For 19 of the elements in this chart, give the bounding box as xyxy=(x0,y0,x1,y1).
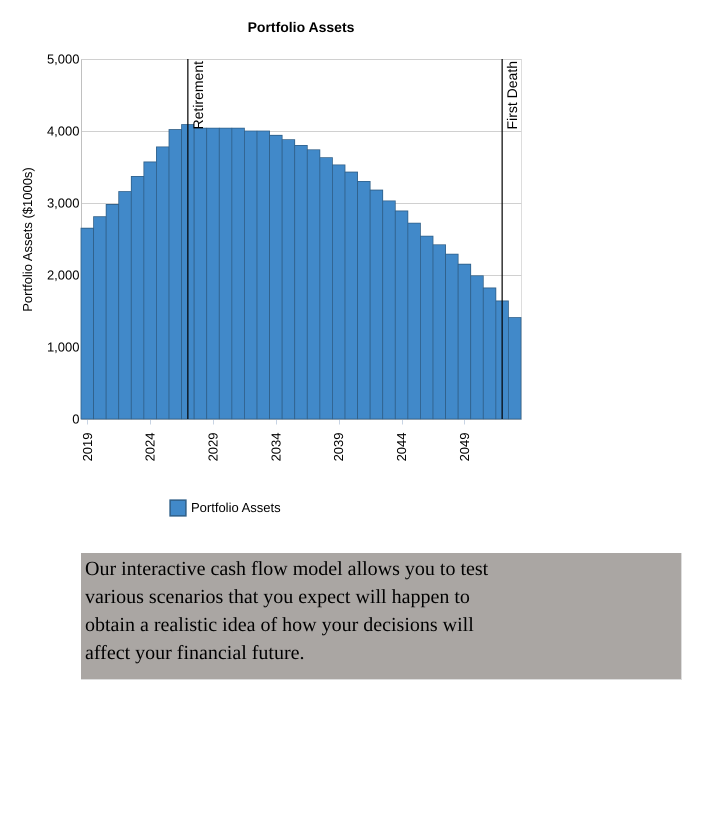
text: Our interactive cash flow model allows you to test various scenarios that you expect will happen to obtain a realistic idea of how your decisions will affect your financial future. xyxy=(85,558,489,664)
x-tick-label: 2034 xyxy=(268,432,284,462)
ref-line-label: Retirement xyxy=(190,60,206,130)
y-tick-label: 2,000 xyxy=(46,268,80,282)
x-tick-label: 2049 xyxy=(456,432,472,462)
x-tick-label: 2039 xyxy=(331,432,346,462)
y-tick-label: 4,000 xyxy=(46,124,80,138)
y-tick-label: 0 xyxy=(72,412,80,426)
y-tick-label: 3,000 xyxy=(46,196,80,210)
legend-label: Portfolio Assets xyxy=(191,500,282,515)
x-tick-label: 2044 xyxy=(394,432,410,462)
ref-line-label: First Death xyxy=(504,61,520,130)
y-tick-label: 1,000 xyxy=(46,340,80,354)
y-tick-label: 5,000 xyxy=(46,52,80,66)
y-axis-title: Portfolio Assets ($1000s) xyxy=(20,167,35,312)
x-tick-label: 2019 xyxy=(80,432,95,462)
x-tick-label: 2029 xyxy=(206,432,220,462)
chart-title: Portfolio Assets xyxy=(248,19,355,35)
x-tick-label: 2024 xyxy=(142,432,158,462)
